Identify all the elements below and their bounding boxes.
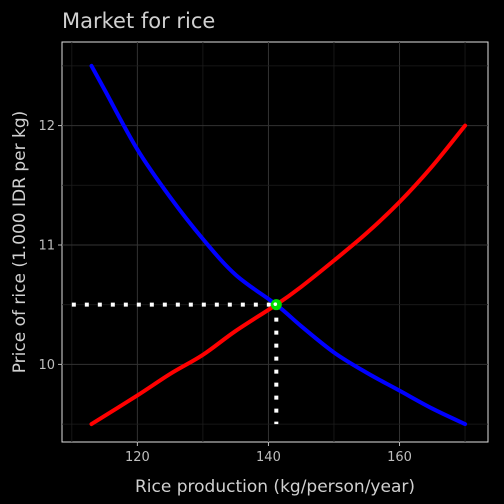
supply-curve (89, 123, 468, 427)
chart-title: Market for rice (62, 9, 215, 33)
y-tick-label: 12 (38, 119, 55, 134)
plot-panel (61, 41, 489, 443)
x-ticks: 120 140 160 (125, 442, 412, 465)
y-tick-label: 10 (38, 358, 55, 373)
x-tick-label: 160 (387, 450, 412, 465)
x-axis-label: Rice production (kg/person/year) (135, 477, 415, 497)
equilibrium-guides (71, 302, 279, 425)
x-tick-label: 120 (125, 450, 150, 465)
y-axis-label: Price of rice (1.000 IDR per kg) (10, 111, 30, 374)
grid-lines (62, 42, 488, 442)
equilibrium-point-highlight (273, 302, 278, 306)
equilibrium-marker-group (270, 299, 282, 311)
y-tick-label: 11 (38, 238, 55, 253)
y-ticks: 10 11 12 (38, 119, 62, 373)
x-tick-label: 140 (256, 450, 281, 465)
